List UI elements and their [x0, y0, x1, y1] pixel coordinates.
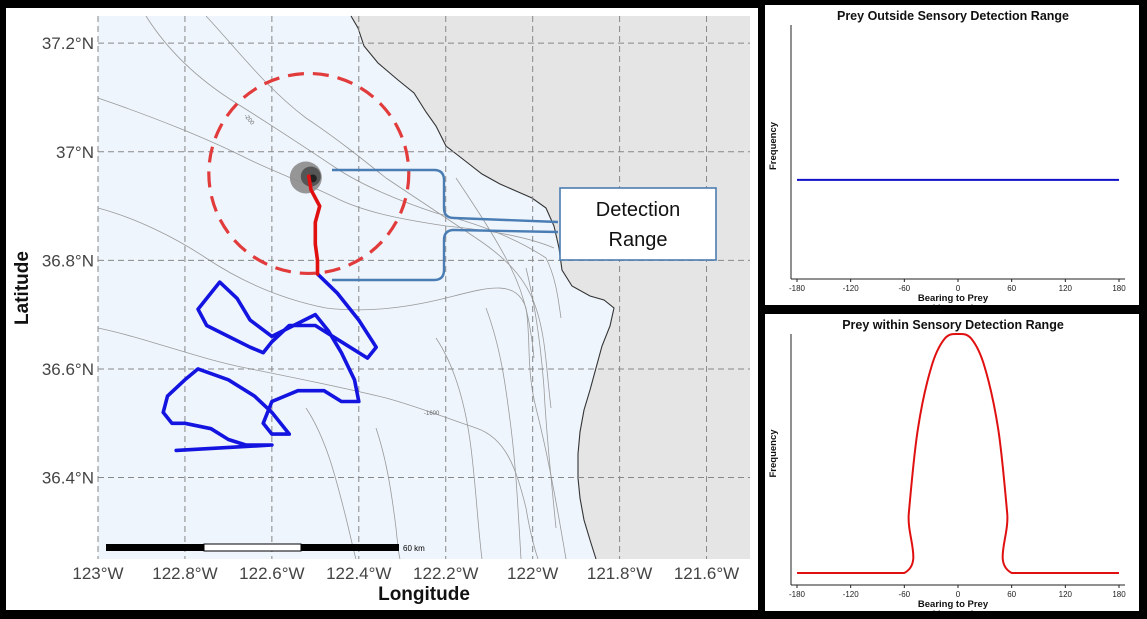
scale-bar-segment: [203, 543, 302, 552]
x-tick-label: 123°W: [72, 564, 123, 583]
contour-label: -1600: [424, 411, 440, 417]
x-tick-label: -60: [899, 590, 911, 599]
y-axis-title: Latitude: [12, 251, 33, 325]
y-axis-title: Frequency: [768, 121, 779, 170]
contour-line: [145, 15, 562, 319]
y-tick-label: 37.2°N: [42, 34, 94, 53]
x-tick-label: 120: [1059, 590, 1073, 599]
y-axis-title: Frequency: [768, 429, 779, 478]
contour-line: [525, 267, 557, 529]
x-tick-label: 121.6°W: [674, 564, 739, 583]
x-tick-label: 122.2°W: [413, 564, 478, 583]
callout-line-1: Detection: [596, 199, 681, 221]
bearing-chart-outside: Prey Outside Sensory Detection Range -180…: [768, 9, 1126, 305]
x-tick-label: 122°W: [507, 564, 558, 583]
x-tick-label: 60: [1007, 590, 1016, 599]
contour-line: [97, 327, 539, 560]
x-tick-label: 0: [956, 590, 961, 599]
x-tick-label: 60: [1007, 284, 1016, 293]
x-tick-label: 180: [1112, 590, 1126, 599]
x-axis-subtitle: (degrees): [932, 609, 975, 611]
y-tick-label: 36.6°N: [42, 360, 94, 379]
x-axis-title: Longitude: [378, 584, 470, 605]
x-axis-title: Bearing to Prey: [918, 293, 989, 304]
x-tick-label: -60: [899, 284, 911, 293]
blue-track: [161, 272, 379, 453]
x-tick-label: 121.8°W: [587, 564, 652, 583]
contour-line: [455, 177, 535, 359]
contour-line: [435, 337, 483, 560]
prey-patch: [289, 161, 322, 194]
detection-bracket: [332, 168, 559, 282]
detection-range-callout: [559, 187, 717, 261]
x-tick-label: 122.8°W: [152, 564, 217, 583]
callout-line-2: Range: [609, 229, 668, 251]
x-tick-label: -180: [789, 284, 806, 293]
x-axis-subtitle: (degrees): [932, 303, 975, 305]
x-tick-label: 120: [1059, 284, 1073, 293]
y-tick-label: 37°N: [56, 143, 94, 162]
x-tick-label: -120: [843, 590, 860, 599]
scale-bar-label: 60 km: [403, 544, 425, 553]
y-tick-label: 36.4°N: [42, 469, 94, 488]
chart-title: Prey within Sensory Detection Range: [842, 318, 1064, 332]
contour-line: [375, 427, 401, 560]
x-tick-label: 0: [956, 284, 961, 293]
x-tick-label: -180: [789, 590, 806, 599]
chart-within-range: Prey within Sensory Detection Range -180 -…: [765, 314, 1139, 611]
scale-bar-segment: [301, 544, 399, 551]
detection-circle: [207, 71, 411, 276]
frequency-line: [797, 332, 1119, 574]
chart-title: Prey Outside Sensory Detection Range: [837, 9, 1069, 23]
x-tick-label: 180: [1112, 284, 1126, 293]
scale-bar-segment: [106, 544, 204, 551]
x-tick-label: 122.6°W: [239, 564, 304, 583]
contour-line: [485, 307, 522, 560]
chart-outside-range: Prey Outside Sensory Detection Range -180…: [765, 5, 1139, 305]
red-track: [306, 174, 322, 276]
y-tick-label: 36.8°N: [42, 251, 94, 270]
x-tick-label: 122.4°W: [326, 564, 391, 583]
bearing-chart-within: Prey within Sensory Detection Range -180 -…: [768, 318, 1126, 611]
x-axis-title: Bearing to Prey: [918, 599, 989, 610]
contour-line: [205, 15, 552, 409]
map-panel: -200 -1600 123°W 122.8°W 122.6°W 122.4°W 122.2…: [6, 8, 758, 610]
x-tick-label: -120: [843, 284, 860, 293]
